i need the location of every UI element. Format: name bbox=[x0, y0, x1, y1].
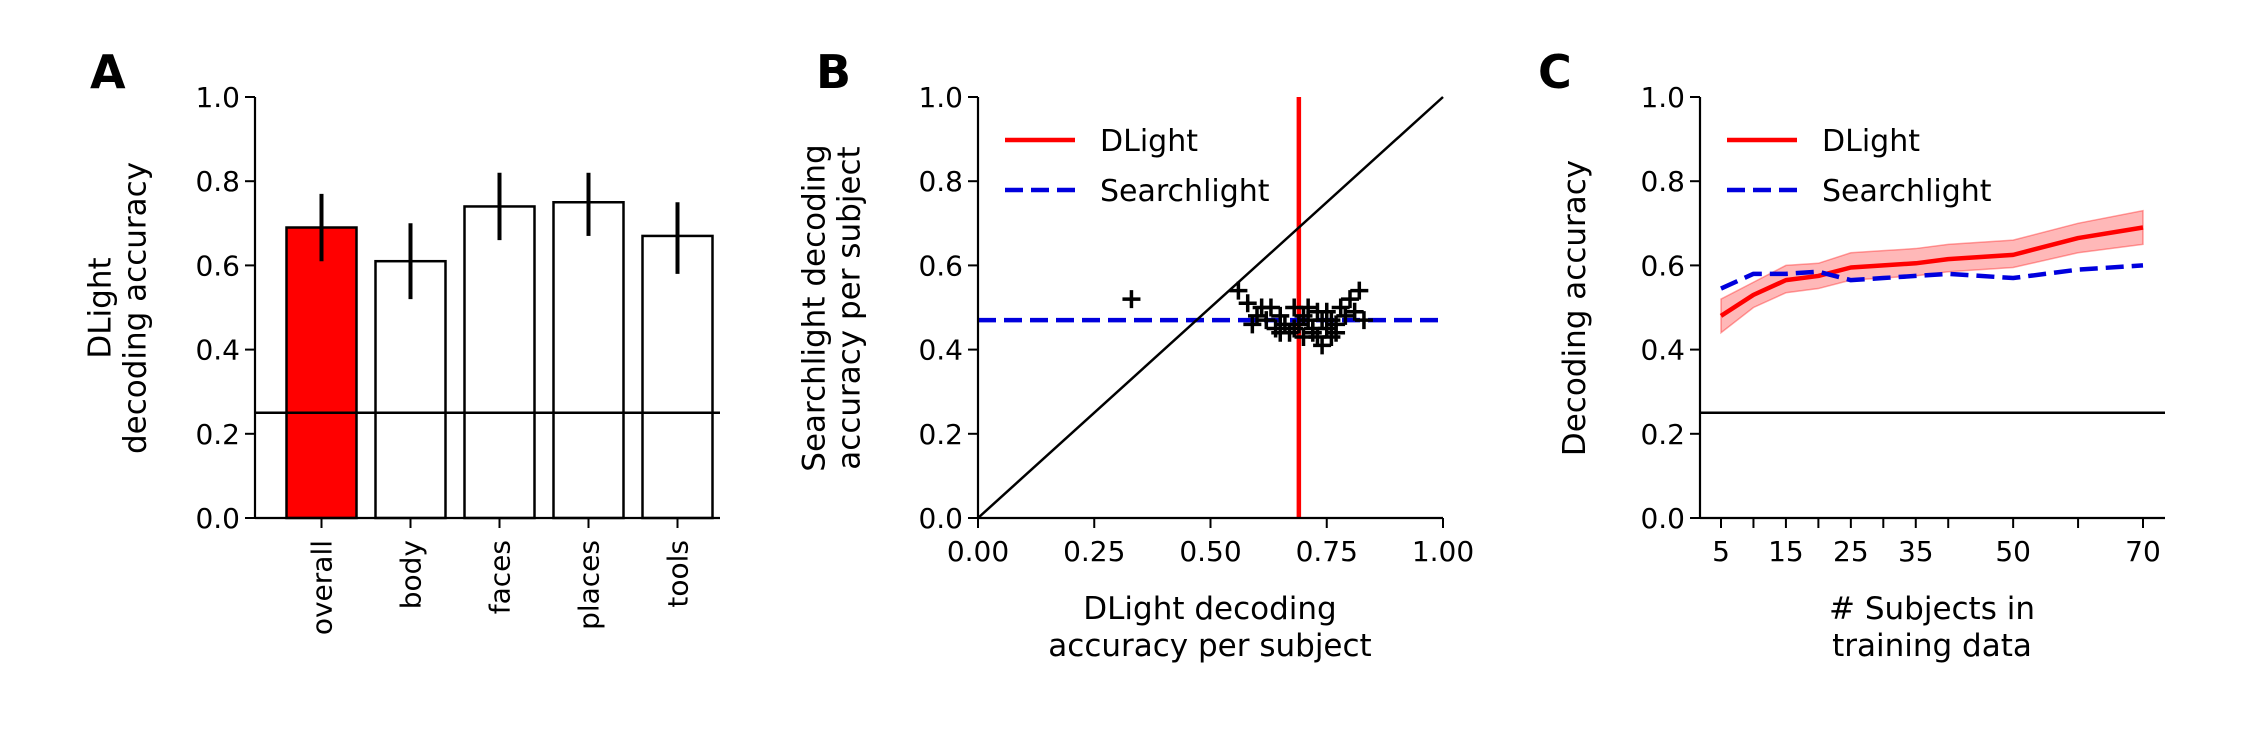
x-tick-label: 0.00 bbox=[947, 535, 1009, 568]
scatter-point bbox=[1336, 306, 1355, 325]
panel-c: C 0.0 0.2 0.4 0.6 0.8 1.0 5 15 25 35 50 70 # Subjects… bbox=[1538, 45, 2165, 664]
scatter-point bbox=[1345, 302, 1364, 321]
bar-tools bbox=[641, 234, 714, 520]
x-tick-label: 0.25 bbox=[1063, 535, 1125, 568]
x-tick-label-tools: tools bbox=[662, 540, 695, 608]
legend-label-searchlight: Searchlight bbox=[1822, 174, 1992, 209]
x-tick-label: 0.75 bbox=[1296, 535, 1358, 568]
legend-label-dlight: DLight bbox=[1822, 124, 1920, 159]
scatter-point bbox=[1350, 281, 1369, 300]
y-tick-label: 1.0 bbox=[195, 81, 240, 114]
x-tick-label-faces: faces bbox=[484, 540, 517, 614]
x-tick-label-overall: overall bbox=[306, 540, 339, 635]
bar-places bbox=[552, 201, 625, 520]
panel-letter-a: A bbox=[90, 45, 126, 99]
y-tick-label: 0.6 bbox=[918, 249, 963, 282]
y-tick-label: 0.2 bbox=[195, 418, 240, 451]
scatter-point bbox=[1285, 319, 1304, 338]
bar-faces bbox=[463, 205, 536, 520]
panel-letter-b: B bbox=[816, 45, 851, 99]
y-tick-label: 0.6 bbox=[1640, 249, 1685, 282]
identity-line bbox=[977, 96, 1444, 519]
panel-letter-c: C bbox=[1538, 45, 1572, 99]
y-tick-label: 1.0 bbox=[1640, 81, 1685, 114]
x-tick-label: 25 bbox=[1833, 535, 1869, 568]
scatter-point bbox=[1229, 281, 1248, 300]
bar-body bbox=[374, 259, 447, 520]
dlight-confidence-band bbox=[1720, 209, 2144, 335]
y-axis-label: Searchlight decodingaccuracy per subject bbox=[797, 144, 868, 471]
scatter-point bbox=[1303, 323, 1322, 342]
x-tick-label-places: places bbox=[573, 540, 606, 630]
scatter-point bbox=[1299, 298, 1318, 317]
y-tick-label: 0.4 bbox=[195, 334, 240, 367]
y-tick-label: 0.4 bbox=[1640, 334, 1685, 367]
scatter-point bbox=[1122, 290, 1141, 309]
y-tick-label: 0.8 bbox=[195, 165, 240, 198]
x-axis-label: # Subjects in training data bbox=[1829, 591, 2035, 664]
x-tick-label: 35 bbox=[1898, 535, 1934, 568]
x-axis-label: DLight decoding accuracy per subject bbox=[1048, 591, 1371, 664]
panel-b: B 0.0 0.2 0.4 0.6 0.8 1.0 0.00 0.25 0.50 0.75 1.00 D… bbox=[797, 45, 1475, 664]
series-line-dlight bbox=[1719, 225, 2144, 318]
x-tick-label: 5 bbox=[1712, 535, 1730, 568]
y-tick-label: 0.6 bbox=[195, 249, 240, 282]
x-tick-label: 70 bbox=[2125, 535, 2161, 568]
x-tick-label: 1.00 bbox=[1412, 535, 1474, 568]
x-tick-label-body: body bbox=[395, 540, 428, 609]
y-tick-label: 0.8 bbox=[918, 165, 963, 198]
y-tick-label: 1.0 bbox=[918, 81, 963, 114]
legend-label-searchlight: Searchlight bbox=[1100, 174, 1270, 209]
x-tick-label: 50 bbox=[1995, 535, 2031, 568]
scatter-point bbox=[1327, 323, 1346, 342]
y-tick-label: 0.8 bbox=[1640, 165, 1685, 198]
y-tick-label: 0.2 bbox=[1640, 418, 1685, 451]
bar-overall bbox=[285, 226, 358, 520]
scatter-point bbox=[1341, 290, 1359, 309]
y-tick-label: 0.0 bbox=[195, 502, 240, 535]
legend-label-dlight: DLight bbox=[1100, 124, 1198, 159]
x-tick-label: 0.50 bbox=[1179, 535, 1241, 568]
scatter-point bbox=[1313, 336, 1332, 355]
y-axis-label: DLightdecoding accuracy bbox=[83, 162, 154, 454]
scatter-point bbox=[1257, 311, 1276, 330]
y-tick-label: 0.0 bbox=[918, 502, 963, 535]
y-axis-label: Decoding accuracy bbox=[1557, 160, 1593, 456]
x-tick-label: 15 bbox=[1768, 535, 1804, 568]
y-tick-label: 0.0 bbox=[1640, 502, 1685, 535]
scatter-point bbox=[1238, 294, 1257, 313]
scatter-point bbox=[1354, 311, 1373, 330]
scatter-point bbox=[1271, 323, 1290, 342]
y-tick-label: 0.4 bbox=[918, 334, 963, 367]
series-line-searchlight bbox=[1720, 263, 2144, 291]
scatter-point bbox=[1252, 298, 1271, 317]
y-tick-label: 0.2 bbox=[918, 418, 963, 451]
